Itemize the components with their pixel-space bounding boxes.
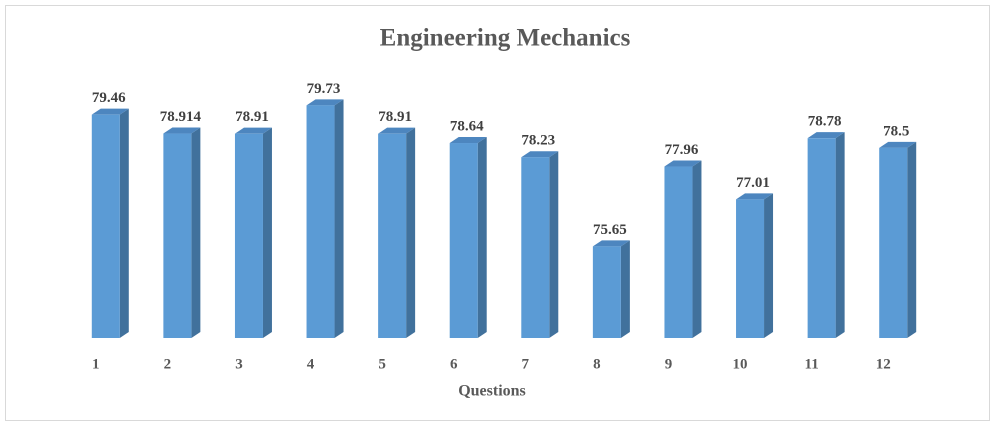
x-tick-label: 7 <box>522 356 530 372</box>
bar-side <box>907 141 917 338</box>
bar <box>234 133 263 338</box>
x-tick-label: 11 <box>805 356 819 372</box>
bar-top <box>807 132 845 139</box>
data-label: 78.64 <box>450 118 484 134</box>
bar-top <box>163 127 201 134</box>
data-label: 75.65 <box>593 222 627 238</box>
bar <box>879 147 908 338</box>
x-tick-label: 8 <box>593 356 601 372</box>
data-label: 78.78 <box>808 114 842 130</box>
bar-side <box>549 151 559 338</box>
bar-top <box>879 141 917 148</box>
bar-top <box>306 99 344 106</box>
bar <box>807 138 836 338</box>
x-tick-label: 12 <box>876 356 891 372</box>
data-label: 78.91 <box>235 109 269 125</box>
bar-side <box>692 160 702 338</box>
data-label: 78.5 <box>883 123 909 139</box>
bar-top <box>449 137 487 144</box>
bar <box>449 143 478 338</box>
bar-side <box>262 127 272 338</box>
data-label: 77.01 <box>736 175 770 191</box>
x-tick-label: 6 <box>450 356 458 372</box>
bar-side <box>191 127 201 338</box>
bar-top <box>736 193 774 200</box>
x-tick-label: 2 <box>164 356 172 372</box>
bar <box>91 114 120 338</box>
x-axis-title: Questions <box>458 383 526 400</box>
data-label: 78.91 <box>378 109 412 125</box>
bar <box>736 199 765 338</box>
x-tick-label: 3 <box>235 356 243 372</box>
bar <box>163 133 192 338</box>
bar-top <box>378 127 416 134</box>
x-tick-label: 10 <box>733 356 748 372</box>
data-label: 78.23 <box>521 133 555 149</box>
bar <box>592 246 621 338</box>
bar-side <box>406 127 416 338</box>
x-tick-label: 9 <box>665 356 673 372</box>
bar <box>306 105 335 338</box>
bar <box>664 166 693 338</box>
data-label: 78.914 <box>160 109 202 125</box>
bar-side <box>119 108 129 338</box>
bar-top <box>521 151 559 158</box>
bar-top <box>592 240 630 247</box>
bar <box>378 133 407 338</box>
chart-title: Engineering Mechanics <box>380 25 631 52</box>
bar-side <box>620 240 630 338</box>
bar <box>521 157 550 338</box>
data-label: 79.46 <box>92 90 126 106</box>
bar-side <box>764 193 774 338</box>
bar-side <box>477 137 487 338</box>
data-label: 79.73 <box>307 81 341 97</box>
bar-top <box>664 160 702 167</box>
bar-top <box>91 108 129 115</box>
bar-side <box>835 132 845 338</box>
x-tick-label: 1 <box>92 356 100 372</box>
bar-top <box>234 127 272 134</box>
data-label: 77.96 <box>665 142 699 158</box>
bar-side <box>334 99 344 338</box>
x-tick-label: 5 <box>378 356 386 372</box>
x-tick-label: 4 <box>307 356 315 372</box>
